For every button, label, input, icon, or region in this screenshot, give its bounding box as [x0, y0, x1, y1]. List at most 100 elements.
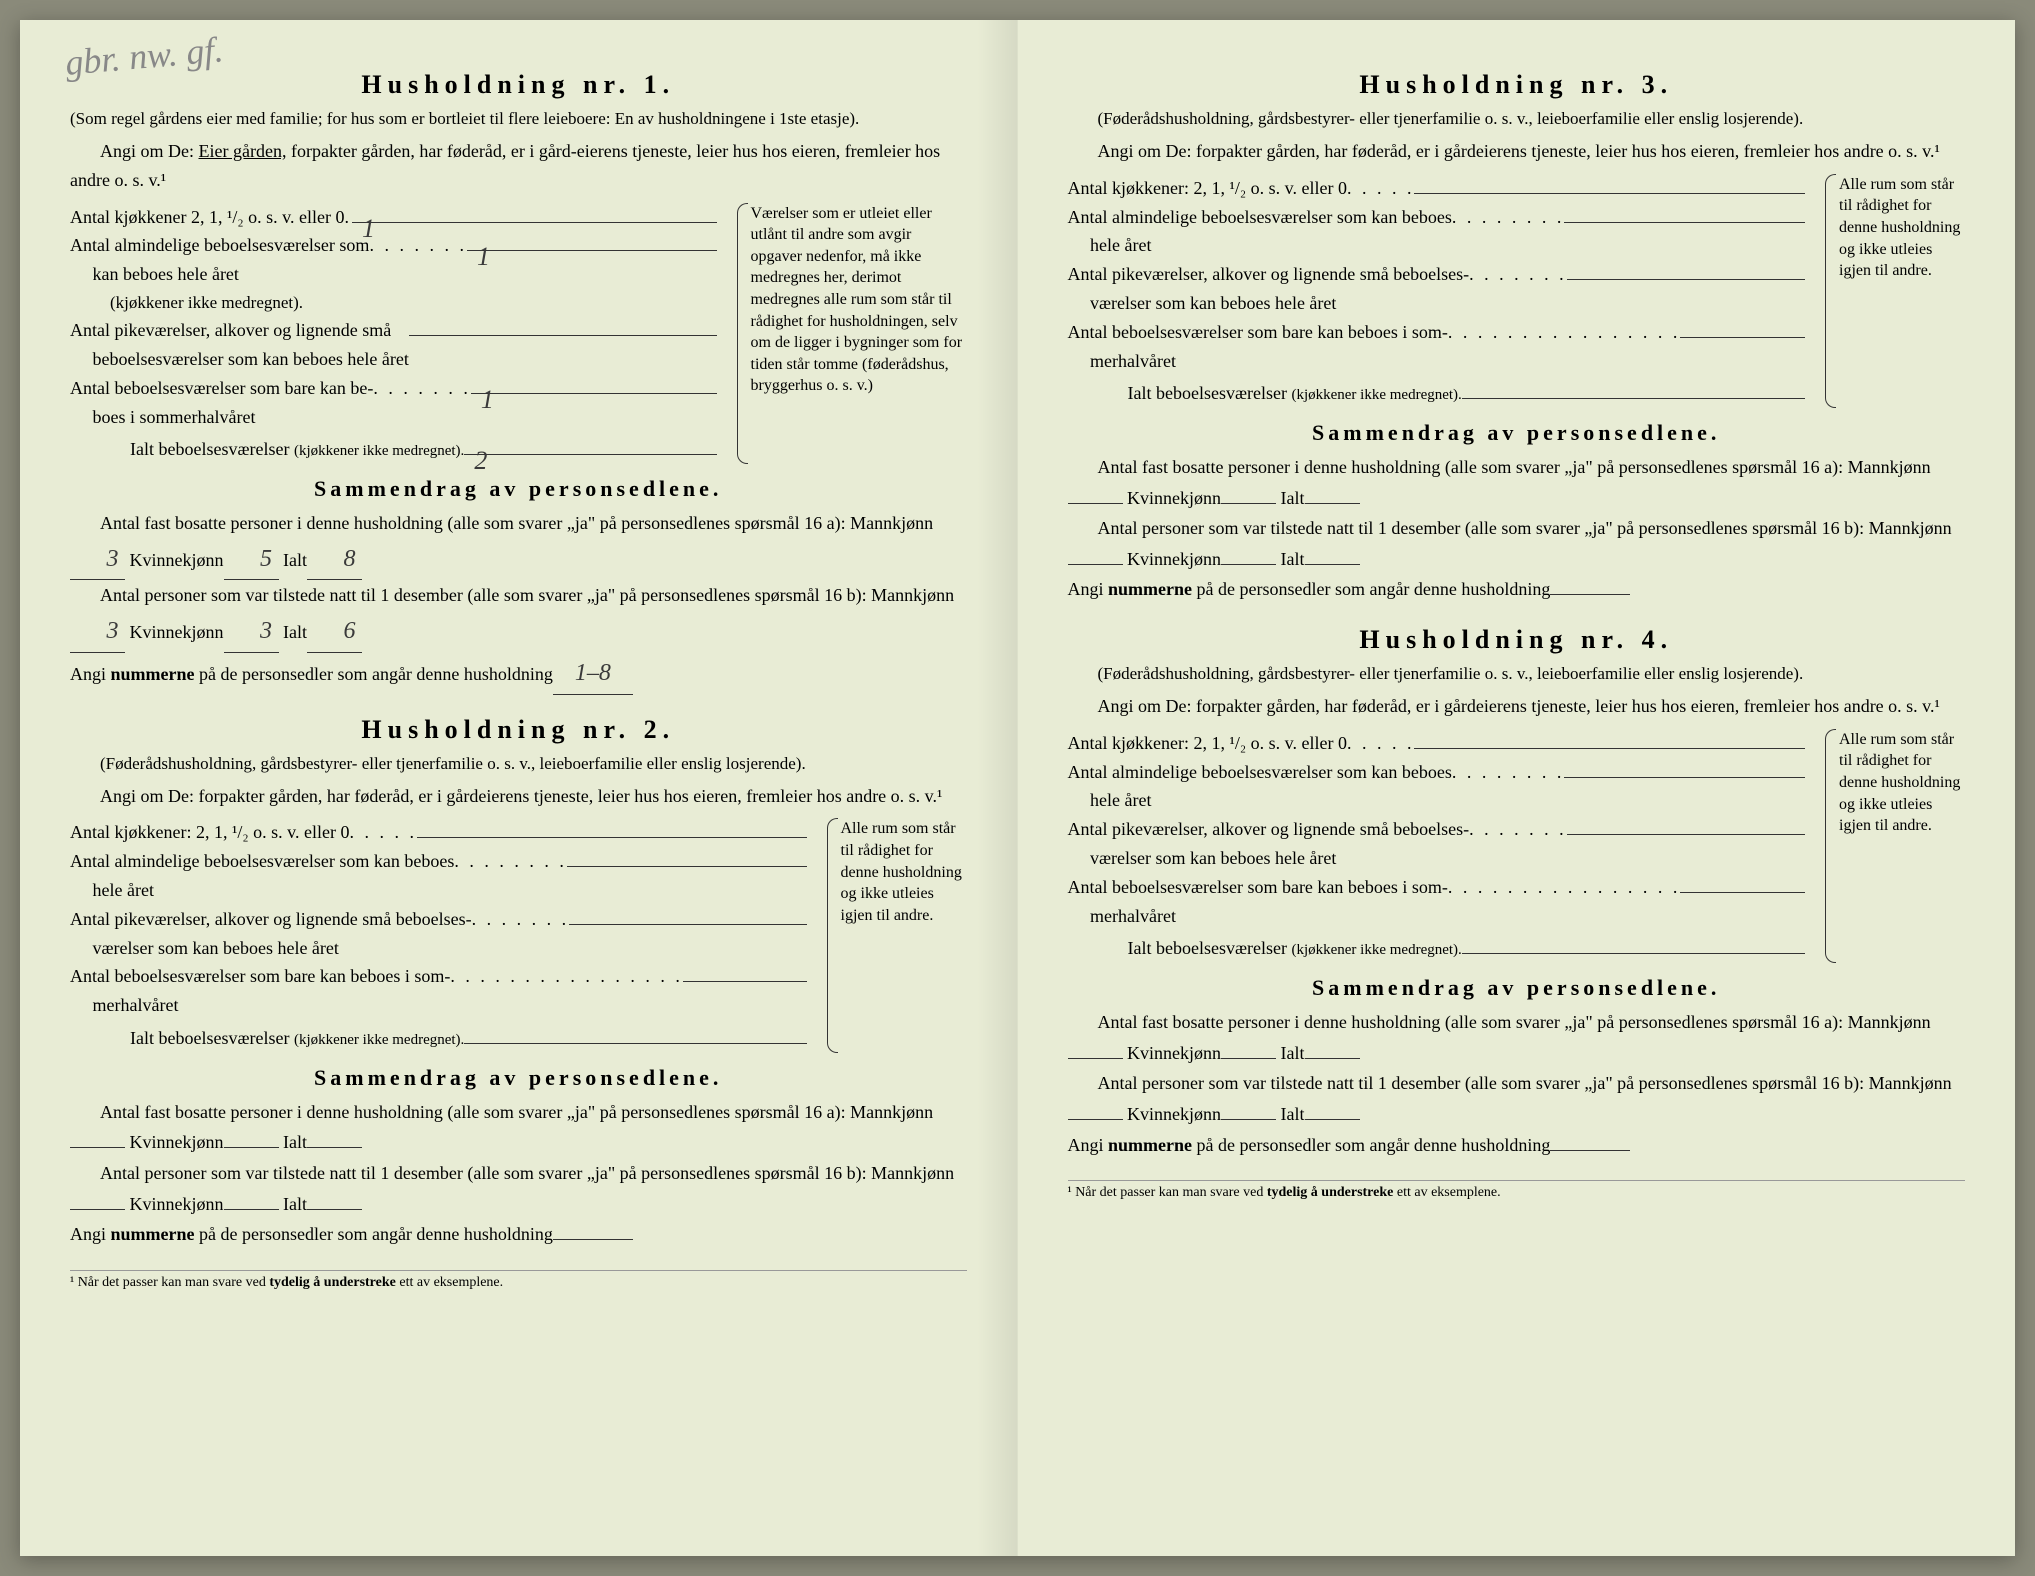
fill-field[interactable]: [1564, 222, 1805, 223]
fill-i[interactable]: [1305, 503, 1360, 504]
fill-field[interactable]: [1680, 337, 1805, 338]
label-i: Ialt: [283, 1194, 307, 1214]
fill-i[interactable]: 6: [307, 611, 362, 653]
fill-i[interactable]: 8: [307, 539, 362, 581]
angi-nummerne: Angi nummerne på de personsedler som ang…: [70, 653, 967, 695]
fill-m[interactable]: 3: [70, 539, 125, 581]
household-title: Husholdning nr. 2.: [70, 715, 967, 745]
total-sub: (kjøkkener ikke medregnet).: [1291, 938, 1461, 962]
left-page: gbr. nw. gf. Husholdning nr. 1. (Som reg…: [20, 20, 1018, 1556]
household-subtitle: (Som regel gårdens eier med familie; for…: [70, 108, 967, 131]
label-i: Ialt: [1281, 1104, 1305, 1124]
fill-m[interactable]: [70, 1147, 125, 1148]
fill-field[interactable]: [417, 837, 807, 838]
fill-k[interactable]: [1221, 1058, 1276, 1059]
fill-k[interactable]: [1221, 564, 1276, 565]
summary-intro: Antal personer som var tilstede natt til…: [1098, 518, 1865, 538]
fill-field[interactable]: [567, 866, 807, 867]
fill-m[interactable]: [1068, 503, 1123, 504]
fill-field[interactable]: [683, 981, 807, 982]
fill-i[interactable]: [307, 1209, 362, 1210]
dots: . . . . .: [1347, 174, 1415, 203]
fill-i[interactable]: [307, 1147, 362, 1148]
line-label: Antal kjøkkener 2, 1, ¹/₂ o. s. v. eller…: [70, 203, 344, 232]
household-4: Husholdning nr. 4. (Føderådshusholdning,…: [1068, 625, 1966, 1160]
fill-field[interactable]: [409, 335, 717, 336]
angi-prefix: Angi om De:: [100, 786, 194, 806]
fill-field[interactable]: [1414, 748, 1805, 749]
fill-m[interactable]: [1068, 1119, 1123, 1120]
fill-num[interactable]: [1550, 1150, 1630, 1151]
label-m: Mannkjønn: [1848, 457, 1931, 477]
angi-line: Angi om De: forpakter gården, har føderå…: [70, 782, 967, 811]
fill-field[interactable]: [569, 924, 806, 925]
total-label: Ialt beboelsesværelser: [1068, 934, 1287, 963]
summary-intro: Antal fast bosatte personer i denne hush…: [1098, 457, 1844, 477]
fill-k[interactable]: [1221, 1119, 1276, 1120]
angi-prefix: Angi om De:: [1098, 696, 1192, 716]
line-label: Antal pikeværelser, alkover og lignende …: [1068, 260, 1470, 318]
fill-field[interactable]: [1462, 398, 1805, 399]
summary-intro: Antal personer som var tilstede natt til…: [100, 585, 867, 605]
line-label: Antal beboelsesværelser som bare kan beb…: [1068, 318, 1448, 376]
fill-num[interactable]: 1–8: [553, 653, 633, 695]
fill-field[interactable]: [1462, 953, 1805, 954]
angi-underlined: Eier gården,: [199, 141, 287, 161]
label-k: Kvinnekjønn: [1127, 488, 1221, 508]
label-i: Ialt: [283, 1132, 307, 1152]
fill-k[interactable]: 3: [224, 611, 279, 653]
fill-field[interactable]: [1414, 193, 1805, 194]
fill-m[interactable]: [1068, 1058, 1123, 1059]
fill-field[interactable]: [464, 1043, 806, 1044]
handwritten-value: 1: [362, 208, 375, 250]
label-i: Ialt: [283, 622, 307, 642]
fill-field[interactable]: [1567, 834, 1805, 835]
hw-value: 3: [107, 546, 119, 572]
fill-m[interactable]: [70, 1209, 125, 1210]
angi-line: Angi om De: Eier gården, forpakter gårde…: [70, 137, 967, 195]
fill-field[interactable]: 2: [464, 454, 716, 455]
form-lines: Antal kjøkkener: 2, 1, ¹/₂ o. s. v. elle…: [1068, 729, 1806, 963]
fill-field[interactable]: [1680, 892, 1805, 893]
summary-16a: Antal fast bosatte personer i denne hush…: [1068, 1007, 1966, 1068]
fill-k[interactable]: [224, 1209, 279, 1210]
fill-field[interactable]: 1: [471, 393, 717, 394]
line-label: Antal beboelsesværelser som bare kan beb…: [1068, 873, 1448, 931]
fill-i[interactable]: [1305, 564, 1360, 565]
label-k: Kvinnekjønn: [130, 1194, 224, 1214]
summary-16b: Antal personer som var tilstede natt til…: [70, 580, 967, 652]
sidenote: Alle rum som står til rådighet for denne…: [1825, 174, 1965, 408]
summary-intro: Antal fast bosatte personer i denne hush…: [100, 1102, 846, 1122]
form-block: Antal kjøkkener 2, 1, ¹/₂ o. s. v. eller…: [70, 203, 967, 465]
fill-k[interactable]: 5: [224, 539, 279, 581]
line-label: Antal kjøkkener: 2, 1, ¹/₂ o. s. v. elle…: [1068, 729, 1347, 758]
line-label: Antal beboelsesværelser som bare kan beb…: [70, 962, 450, 1020]
sidenote: Alle rum som står til rådighet for denne…: [827, 818, 967, 1052]
household-subtitle: (Føderådshusholdning, gårdsbestyrer- ell…: [1068, 108, 1966, 131]
fill-num[interactable]: [553, 1239, 633, 1240]
dots: . . . . .: [349, 818, 417, 847]
form-block: Antal kjøkkener: 2, 1, ¹/₂ o. s. v. elle…: [1068, 174, 1966, 408]
fill-field[interactable]: [1567, 279, 1805, 280]
fill-i[interactable]: [1305, 1119, 1360, 1120]
fill-k[interactable]: [224, 1147, 279, 1148]
line-label: Antal beboelsesværelser som bare kan be-…: [70, 374, 373, 432]
form-lines: Antal kjøkkener: 2, 1, ¹/₂ o. s. v. elle…: [70, 818, 807, 1052]
total-label: Ialt beboelsesværelser: [70, 435, 289, 464]
fill-field[interactable]: 1: [352, 222, 717, 223]
sidenote: Værelser som er utleiet eller utlånt til…: [737, 203, 967, 465]
fill-i[interactable]: [1305, 1058, 1360, 1059]
label-i: Ialt: [1281, 1043, 1305, 1063]
fill-num[interactable]: [1550, 594, 1630, 595]
dots: .: [344, 203, 352, 232]
line-label: Antal pikeværelser, alkover og lignende …: [70, 905, 472, 963]
fill-field[interactable]: [1564, 777, 1805, 778]
label-m: Mannkjønn: [871, 1163, 954, 1183]
fill-k[interactable]: [1221, 503, 1276, 504]
fill-m[interactable]: 3: [70, 611, 125, 653]
fill-m[interactable]: [1068, 564, 1123, 565]
dots: . . . . . . . .: [1452, 758, 1565, 787]
fold-shadow: [977, 20, 1017, 1556]
label-k: Kvinnekjønn: [1127, 1043, 1221, 1063]
fill-field[interactable]: 1: [467, 250, 717, 251]
